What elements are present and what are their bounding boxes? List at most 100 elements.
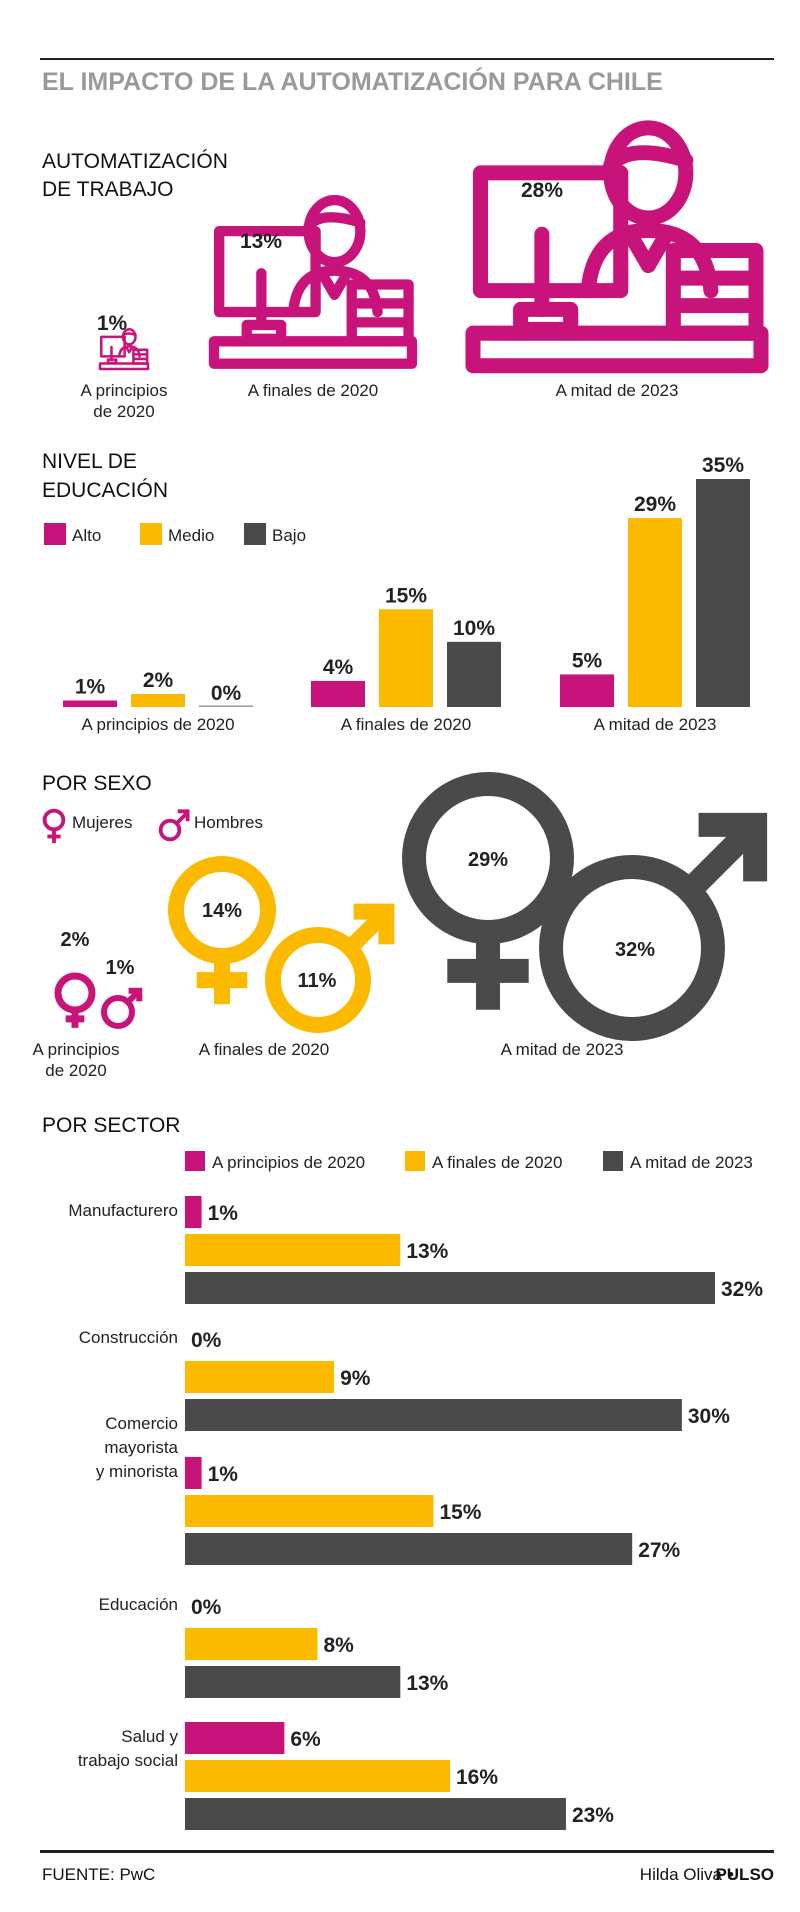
edu-category-3: A mitad de 2023	[594, 715, 717, 734]
legend-label-bajo: Bajo	[272, 526, 306, 545]
female-icon-1	[54, 972, 96, 1028]
sector-bar-3-3	[185, 1533, 633, 1565]
sector-label-2: Construcción	[79, 1328, 178, 1347]
automatizacion-period-1-b: de 2020	[93, 402, 154, 421]
page-title: EL IMPACTO DE LA AUTOMATIZACIÓN PARA CHI…	[42, 66, 663, 96]
edu-bar-medio-2	[379, 609, 433, 707]
sector-label-3: Comercio	[105, 1414, 178, 1433]
sector-value-2-2: 9%	[340, 1367, 371, 1390]
female-icon-3	[402, 772, 574, 1010]
sexo-chart: 2% 1% A principios de 2020 14% 11% A finales d…	[33, 772, 768, 1080]
male-icon-3	[539, 812, 768, 1041]
edu-value-alto-2: 4%	[323, 656, 354, 679]
sector-value-5-2: 16%	[456, 1766, 498, 1789]
legend-sector-p2: A finales de 2020	[432, 1153, 562, 1172]
automatizacion-period-1: A principios	[81, 381, 168, 400]
sector-bar-1-1	[185, 1196, 202, 1228]
edu-category-2: A finales de 2020	[341, 715, 471, 734]
sector-value-2-3: 30%	[688, 1405, 730, 1428]
section-title-sector: POR SECTOR	[42, 1114, 180, 1137]
footer-brand: PULSO	[715, 1865, 774, 1884]
sector-value-5-1: 6%	[290, 1728, 321, 1751]
automatizacion-value-1: 1%	[97, 312, 128, 335]
edu-value-bajo-1: 0%	[211, 682, 242, 705]
female-icon	[42, 808, 66, 844]
sector-bar-1-2	[185, 1234, 401, 1266]
legend-swatch-p1	[185, 1151, 205, 1171]
worker-icon-2	[208, 194, 418, 369]
edu-bar-medio-3	[628, 518, 682, 707]
automatizacion-chart: 1% A principios de 2020 13% A finales de 202…	[81, 120, 769, 421]
automatizacion-value-2: 13%	[240, 230, 282, 253]
male-icon	[158, 809, 190, 842]
hombres-value-1: 1%	[106, 957, 135, 979]
legend-sector-p3: A mitad de 2023	[630, 1153, 753, 1172]
sector-bar-1-3	[185, 1272, 715, 1304]
edu-bar-alto-2	[311, 680, 365, 707]
legend-swatch-p3	[603, 1151, 623, 1171]
edu-category-1: A principios de 2020	[81, 715, 234, 734]
sector-bar-2-3	[185, 1399, 682, 1431]
automatizacion-period-2: A finales de 2020	[248, 381, 378, 400]
footer-bullet: •	[728, 1865, 734, 1884]
edu-value-alto-3: 5%	[572, 649, 603, 672]
bottom-rule	[40, 1850, 774, 1853]
female-icon-2	[168, 856, 276, 1005]
footer-source: FUENTE: PwC	[42, 1865, 155, 1884]
sexo-period-1: A principios	[33, 1040, 120, 1059]
male-icon-1	[101, 987, 143, 1029]
sector-label-5-1: trabajo social	[78, 1751, 178, 1770]
sector-value-4-3: 13%	[406, 1672, 448, 1695]
legend-label-mujeres: Mujeres	[72, 813, 132, 832]
legend-swatch-alto	[44, 523, 66, 545]
sector-chart: 1% 13% 32% Manufacturero 0% 9% 30% Construcción…	[68, 1196, 763, 1830]
legend-educacion: Alto Medio Bajo	[44, 523, 306, 545]
section-title-educacion: NIVEL DE	[42, 450, 137, 473]
sector-label-3-2: y minorista	[96, 1462, 179, 1481]
edu-bar-medio-1	[131, 693, 185, 707]
sector-value-1-1: 1%	[208, 1202, 239, 1225]
section-title-automatizacion: AUTOMATIZACIÓN	[42, 150, 228, 173]
edu-bar-alto-1	[63, 700, 117, 707]
section-title-educacion-2: EDUCACIÓN	[42, 479, 168, 502]
sector-bar-3-2	[185, 1495, 434, 1527]
sector-bar-4-3	[185, 1666, 401, 1698]
sector-value-1-3: 32%	[721, 1278, 763, 1301]
footer-author: Hilda Oliva	[640, 1865, 723, 1884]
sexo-period-2: A finales de 2020	[199, 1040, 329, 1059]
top-rule	[40, 58, 774, 60]
legend-swatch-bajo	[244, 523, 266, 545]
sector-bar-4-2	[185, 1628, 318, 1660]
legend-label-alto: Alto	[72, 526, 101, 545]
sector-label-1: Manufacturero	[68, 1201, 178, 1220]
sector-bar-5-3	[185, 1798, 566, 1830]
sector-bar-3-1	[185, 1457, 202, 1489]
sector-label-4: Educación	[99, 1595, 178, 1614]
edu-value-bajo-2: 10%	[453, 617, 495, 640]
automatizacion-period-3: A mitad de 2023	[556, 381, 679, 400]
sexo-period-3: A mitad de 2023	[501, 1040, 624, 1059]
sector-value-5-3: 23%	[572, 1804, 614, 1827]
legend-swatch-medio	[140, 523, 162, 545]
legend-sexo: Mujeres Hombres	[42, 808, 263, 844]
worker-icon-1	[98, 328, 150, 371]
edu-bar-alto-3	[560, 674, 614, 707]
section-title-automatizacion-2: DE TRABAJO	[42, 178, 173, 201]
mujeres-value-1: 2%	[61, 929, 90, 951]
hombres-value-3: 32%	[615, 939, 655, 961]
male-icon-2	[265, 903, 395, 1033]
legend-label-medio: Medio	[168, 526, 214, 545]
sector-bar-5-1	[185, 1722, 285, 1754]
sector-label-3-1: mayorista	[104, 1438, 178, 1457]
sector-value-3-2: 15%	[439, 1501, 481, 1524]
section-title-sexo: POR SEXO	[42, 772, 152, 795]
edu-value-medio-1: 2%	[143, 669, 174, 692]
sexo-period-1-b: de 2020	[45, 1061, 106, 1080]
edu-value-bajo-3: 35%	[702, 454, 744, 477]
edu-value-alto-1: 1%	[75, 675, 106, 698]
mujeres-value-3: 29%	[468, 849, 508, 871]
legend-label-hombres: Hombres	[194, 813, 263, 832]
sector-label-5: Salud y	[121, 1727, 178, 1746]
worker-icon-3	[465, 120, 769, 374]
